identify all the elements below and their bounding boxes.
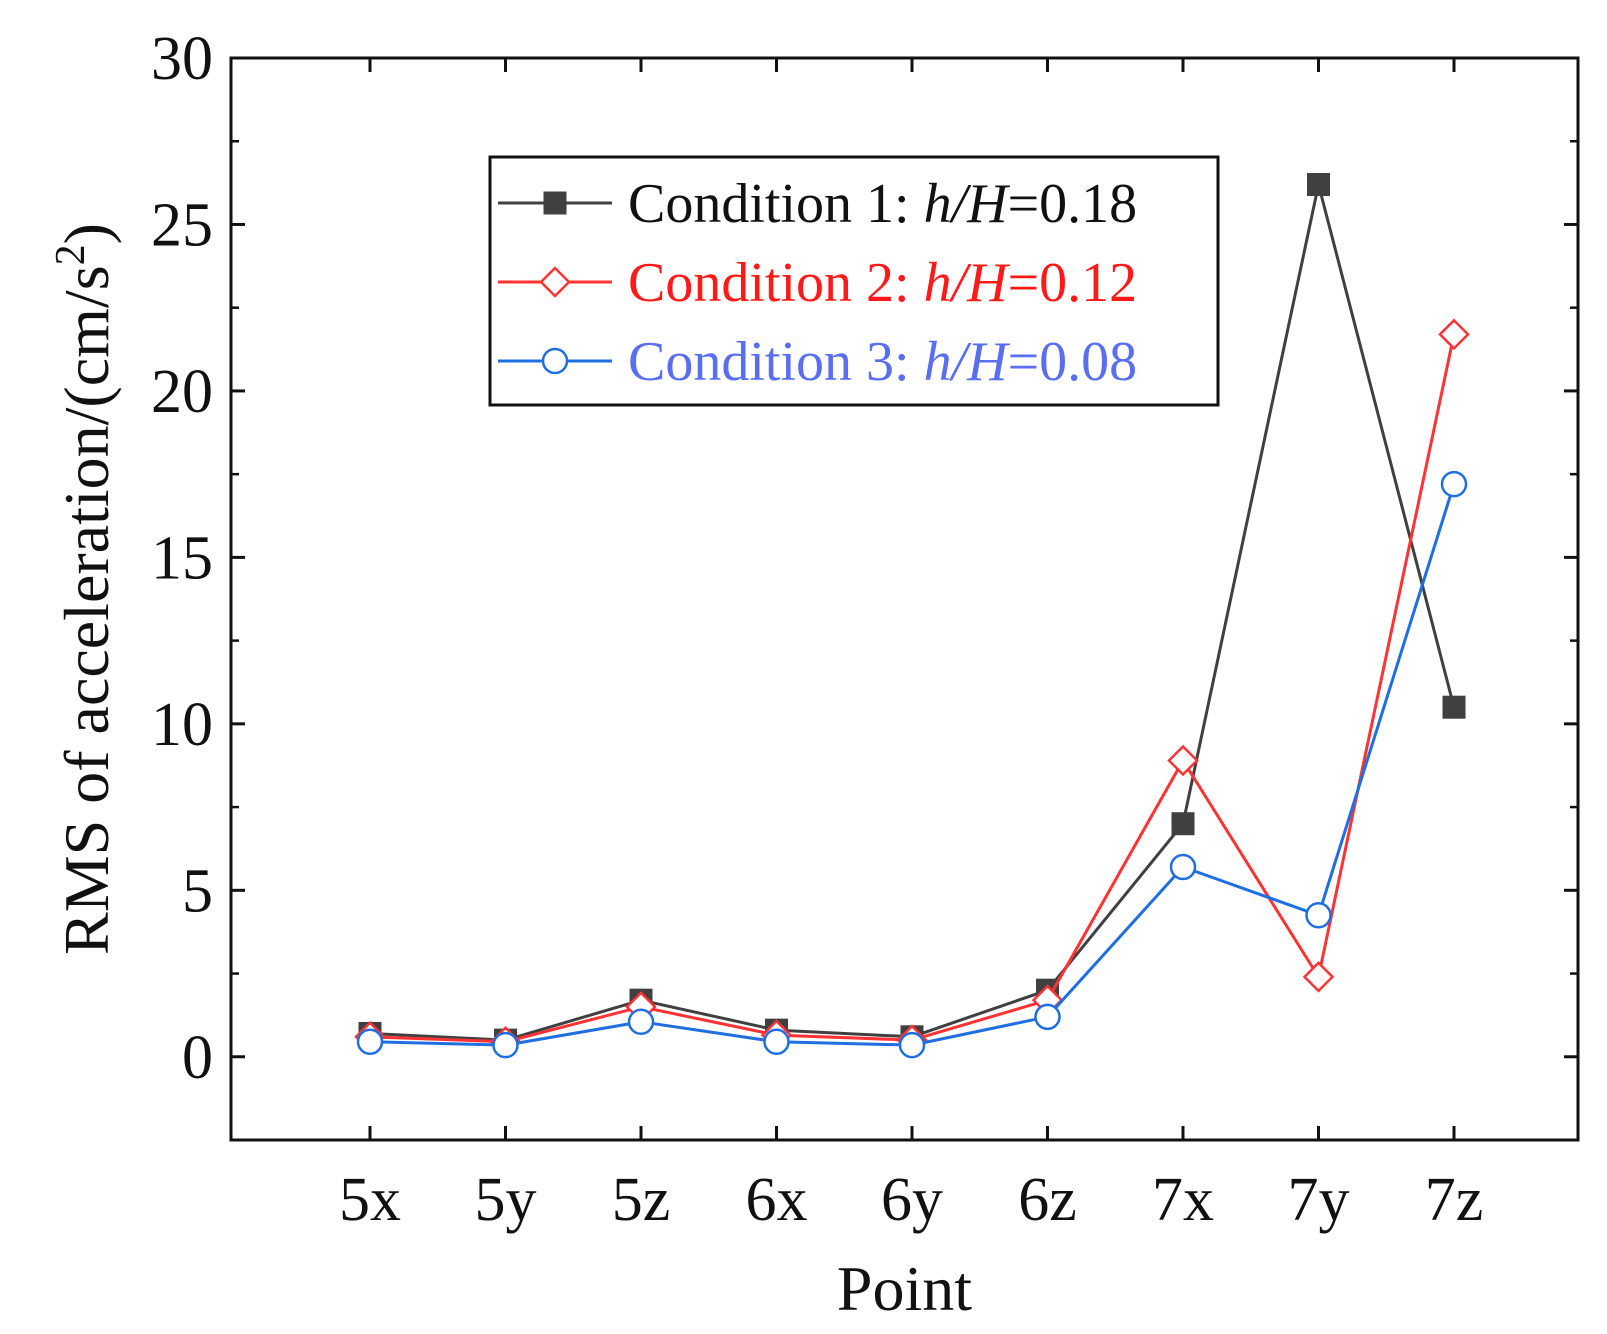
legend-marker-1 bbox=[543, 191, 567, 215]
legend-label-part: Condition 1: bbox=[628, 173, 924, 235]
y-tick-label: 10 bbox=[151, 691, 213, 759]
legend-label-part: h/H bbox=[924, 331, 1011, 393]
x-tick-label: 7y bbox=[1288, 1166, 1350, 1234]
series-3-point-5z bbox=[627, 1008, 655, 1036]
series-3-point-6y bbox=[898, 1031, 926, 1059]
plot-frame bbox=[229, 56, 1580, 1142]
x-tick-label: 7z bbox=[1425, 1166, 1484, 1234]
series-3-point-5y bbox=[492, 1031, 519, 1059]
x-axis-title: Point bbox=[837, 1253, 972, 1324]
legend-label-part: =0.18 bbox=[1008, 173, 1138, 235]
series-3 bbox=[356, 470, 1468, 1059]
y-tick-label: 25 bbox=[151, 191, 213, 259]
series-3-point-7y bbox=[1305, 902, 1332, 929]
y-tick-label: 30 bbox=[151, 25, 213, 93]
y-tick-label: 5 bbox=[182, 857, 213, 925]
legend-label-part: =0.08 bbox=[1008, 331, 1138, 393]
legend-label-3: Condition 3: h/H=0.08 bbox=[628, 331, 1137, 393]
legend-label-part: Condition 2: bbox=[628, 252, 924, 314]
series-2-point-7x bbox=[1167, 744, 1199, 777]
y-axis-title: RMS of acceleration/(cm/s2) bbox=[48, 223, 122, 955]
y-tick-label: 15 bbox=[151, 524, 213, 592]
x-tick-label: 6y bbox=[881, 1166, 943, 1234]
legend-label-1: Condition 1: h/H=0.18 bbox=[628, 173, 1137, 235]
series-3-point-7z bbox=[1440, 470, 1468, 498]
series-3-point-6z bbox=[1034, 1003, 1061, 1031]
legend-entry-2: Condition 2: h/H=0.12 bbox=[498, 252, 1137, 314]
legend-label-part: h/H bbox=[924, 252, 1011, 314]
y-axis-title-close: ) bbox=[51, 223, 122, 244]
series-1-point-7x bbox=[1171, 812, 1195, 836]
series-1-point-7y bbox=[1307, 173, 1330, 197]
series-3-point-5x bbox=[356, 1028, 384, 1056]
legend-label-part: =0.12 bbox=[1008, 252, 1138, 314]
legend-label-part: h/H bbox=[924, 173, 1011, 235]
x-tick-label: 6x bbox=[746, 1166, 808, 1234]
legend-entry-3: Condition 3: h/H=0.08 bbox=[498, 331, 1137, 393]
plot-layer bbox=[354, 173, 1470, 1059]
x-tick-label: 5y bbox=[475, 1166, 537, 1234]
y-tick-label: 0 bbox=[182, 1024, 213, 1092]
legend-label-2: Condition 2: h/H=0.12 bbox=[628, 252, 1137, 314]
axis-ticks: 0 5 10 15 20 25 30 5x 5y 5z 6x 6y 6z 7x 7y 7z bbox=[151, 25, 1578, 1234]
series-3-point-6x bbox=[763, 1028, 790, 1056]
legend-marker-3 bbox=[541, 347, 569, 375]
series-2-point-7y bbox=[1302, 961, 1335, 993]
legend-entry-1: Condition 1: h/H=0.18 bbox=[498, 173, 1137, 235]
x-tick-label: 5z bbox=[612, 1166, 671, 1234]
x-tick-label: 6z bbox=[1018, 1166, 1077, 1234]
legend-marker-2 bbox=[539, 266, 571, 298]
y-tick-label: 20 bbox=[151, 358, 213, 426]
y-axis-title-superscript: 2 bbox=[48, 244, 94, 265]
series-1-point-7z bbox=[1442, 695, 1466, 719]
legend-label-part: Condition 3: bbox=[628, 331, 924, 393]
series-2-point-7z bbox=[1438, 318, 1470, 351]
y-axis-title-main: RMS of acceleration/(cm/s bbox=[51, 265, 122, 955]
x-tick-label: 5x bbox=[339, 1166, 401, 1234]
series-3-point-7x bbox=[1169, 853, 1197, 881]
x-tick-label: 7x bbox=[1152, 1166, 1214, 1234]
